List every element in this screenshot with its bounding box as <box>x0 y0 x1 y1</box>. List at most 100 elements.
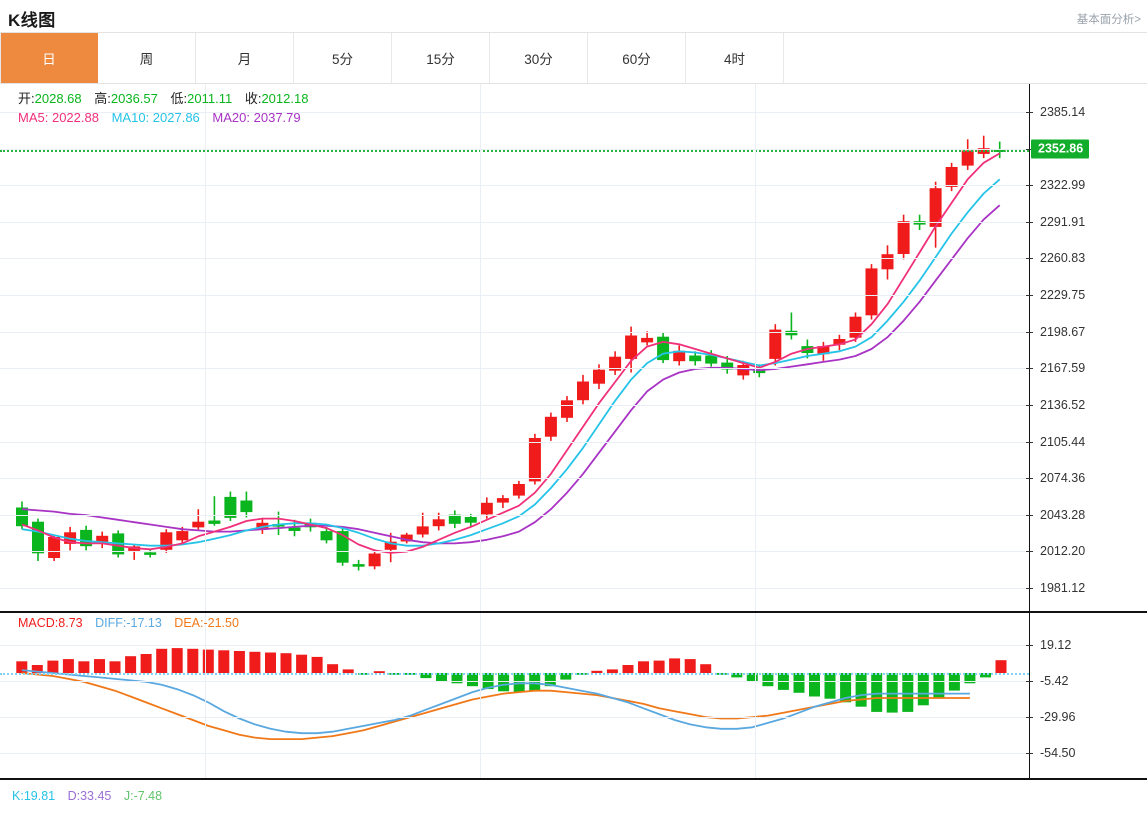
grid-line <box>0 645 1029 646</box>
price-axis-label: 2136.52 <box>1040 397 1086 412</box>
tab-label: 日 <box>42 52 56 67</box>
axis-tick <box>1026 717 1033 718</box>
ma10-legend: MA10: 2027.86 <box>112 110 200 125</box>
chart-area: 2385.14 2352.86 2322.99 2291.91 2260.83 2229.… <box>0 84 1147 836</box>
tab-周[interactable]: 周 <box>98 33 196 83</box>
macd-value-group: MACD:8.73 <box>18 616 83 630</box>
kdj-legend: K:19.81 D:33.45 J:-7.48 <box>12 789 171 803</box>
tab-label: 60分 <box>622 52 651 67</box>
axis-tick <box>1026 478 1033 480</box>
grid-line <box>0 331 1029 333</box>
grid-line <box>0 148 1029 150</box>
axis-tick <box>1026 404 1033 406</box>
fundamental-analysis-link[interactable]: 基本面分析> <box>1076 14 1141 26</box>
ma20-legend: MA20: 2037.79 <box>212 110 300 125</box>
grid-line <box>0 112 1029 113</box>
grid-line <box>0 368 1029 370</box>
grid-line <box>0 295 1029 297</box>
tab-15分[interactable]: 15分 <box>392 33 490 83</box>
tab-30分[interactable]: 30分 <box>490 33 588 83</box>
ma5-label: MA5: <box>18 110 49 125</box>
d-value: 33.45 <box>80 789 112 803</box>
axis-tick <box>1026 331 1033 333</box>
price-axis-label: 1981.12 <box>1040 581 1086 595</box>
grid-line <box>0 404 1029 406</box>
price-axis-label: 2198.67 <box>1040 324 1086 339</box>
tab-label: 月 <box>237 52 252 67</box>
grid-line <box>0 221 1029 223</box>
high-label: 高: <box>94 91 111 106</box>
tab-label: 5分 <box>331 52 353 67</box>
low-label: 低: <box>170 91 188 106</box>
macd-svg <box>16 648 1007 740</box>
macd-axis: 19.12 -5.42 -29.96 -54.50 <box>1026 613 1147 779</box>
axis-tick <box>1026 295 1033 297</box>
diff-label: DIFF: <box>95 616 127 630</box>
ma20-label: MA20: <box>212 110 250 125</box>
price-axis-label: 2012.20 <box>1040 544 1086 559</box>
grid-line-vertical <box>205 84 206 612</box>
low-value: 2011.11 <box>187 91 233 106</box>
axis-tick <box>1026 258 1033 260</box>
axis-tick <box>1026 551 1033 553</box>
axis-tick <box>1026 681 1033 682</box>
j-label: J: <box>123 789 134 803</box>
grid-line <box>0 717 1029 718</box>
macd-axis-label: -29.96 <box>1040 710 1076 724</box>
grid-line-vertical <box>755 613 756 779</box>
grid-line-vertical <box>480 613 481 779</box>
price-panel: 2385.14 2352.86 2322.99 2291.91 2260.83 2229.… <box>0 84 1147 612</box>
macd-panel: 19.12 -5.42 -29.96 -54.50 MACD:8.73 DIFF:-1… <box>0 613 1147 779</box>
kdj-panel: K:19.81 D:33.45 J:-7.48 <box>0 781 1147 836</box>
k-value-group: K:19.81 <box>12 789 55 803</box>
price-axis-label: 2074.36 <box>1040 471 1086 486</box>
grid-line <box>0 441 1029 443</box>
grid-line <box>0 185 1029 187</box>
price-axis-label: 2043.28 <box>1040 507 1086 522</box>
ma5-value: 2022.88 <box>51 110 99 125</box>
price-axis-label: 2105.44 <box>1040 434 1086 449</box>
page-header: K线图 基本面分析> <box>0 0 1147 33</box>
axis-tick <box>1026 753 1033 754</box>
macd-axis-label: -54.50 <box>1040 746 1076 760</box>
axis-tick <box>1026 514 1033 516</box>
price-axis-label: 2322.99 <box>1040 178 1086 193</box>
dea-label: DEA: <box>174 616 204 630</box>
macd-plot[interactable] <box>0 613 1029 779</box>
price-axis-label: 2229.75 <box>1040 288 1086 303</box>
d-label: D: <box>67 789 81 803</box>
tab-5分[interactable]: 5分 <box>294 33 392 83</box>
axis-tick <box>1026 185 1033 187</box>
grid-line <box>0 681 1029 682</box>
tab-月[interactable]: 月 <box>196 33 294 83</box>
tab-4时[interactable]: 4时 <box>686 33 784 83</box>
open-value: 2028.68 <box>34 91 82 106</box>
axis-tick <box>1026 368 1033 370</box>
grid-line <box>0 478 1029 480</box>
macd-legend: MACD:8.73 DIFF:-17.13 DEA:-21.50 <box>18 616 248 630</box>
grid-line <box>0 514 1029 516</box>
tab-日[interactable]: 日 <box>0 33 98 83</box>
panel-divider-top <box>0 611 1147 613</box>
tab-60分[interactable]: 60分 <box>588 33 686 83</box>
price-axis-label: 2167.59 <box>1040 361 1086 376</box>
axis-tick <box>1026 441 1033 443</box>
price-axis-label: 2385.14 <box>1040 105 1086 119</box>
tab-label: 4时 <box>723 52 745 67</box>
diff-value: -17.13 <box>126 616 162 630</box>
price-legend: 开:2028.68 高:2036.57 低:2011.11 收:2012.18 … <box>18 89 317 127</box>
open-label: 开: <box>18 91 35 106</box>
ma20-value: 2037.79 <box>253 110 301 125</box>
page-title: K线图 <box>8 11 56 30</box>
price-plot[interactable] <box>0 84 1029 612</box>
grid-line <box>0 588 1029 589</box>
grid-line <box>0 551 1029 553</box>
diff-value-group: DIFF:-17.13 <box>95 616 162 630</box>
current-price-label: 2352.86 <box>1031 139 1090 159</box>
tab-label: 15分 <box>426 52 455 67</box>
price-axis-label: 2291.91 <box>1040 214 1086 229</box>
grid-line-vertical <box>205 613 206 779</box>
grid-line <box>0 258 1029 260</box>
close-label: 收: <box>244 91 262 106</box>
axis-tick <box>1026 645 1033 646</box>
